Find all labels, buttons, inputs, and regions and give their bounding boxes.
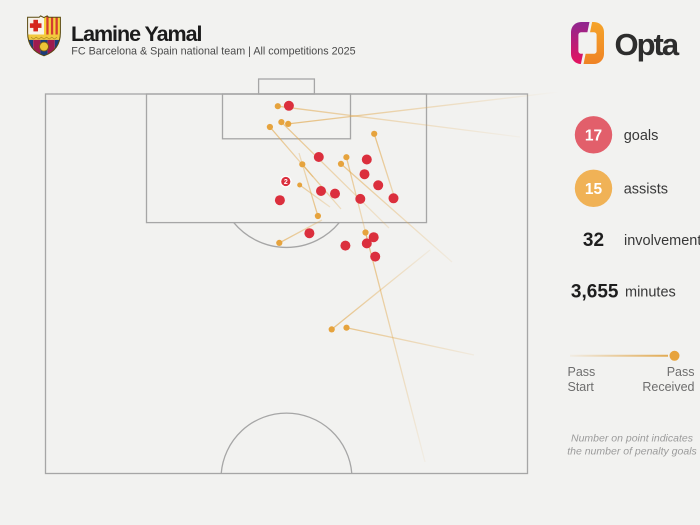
svg-text:Lamine Yamal: Lamine Yamal [71,22,201,46]
svg-text:Start: Start [568,380,595,394]
svg-text:goals: goals [624,128,659,144]
svg-text:17: 17 [585,127,602,144]
svg-text:Opta: Opta [615,27,680,62]
svg-text:Received: Received [642,380,694,394]
svg-text:assists: assists [624,181,668,197]
svg-text:Pass: Pass [568,365,596,379]
svg-text:involvements: involvements [624,233,700,249]
svg-text:2: 2 [284,179,288,186]
svg-text:Pass: Pass [667,365,695,379]
svg-text:the number of penalty goals: the number of penalty goals [567,446,697,458]
svg-text:minutes: minutes [625,285,676,301]
svg-text:FC Barcelona & Spain national: FC Barcelona & Spain national team | All… [71,46,355,58]
svg-text:15: 15 [585,181,603,198]
svg-text:3,655: 3,655 [571,282,619,303]
svg-text:Number on point indicates: Number on point indicates [571,433,694,445]
svg-text:32: 32 [583,230,604,251]
